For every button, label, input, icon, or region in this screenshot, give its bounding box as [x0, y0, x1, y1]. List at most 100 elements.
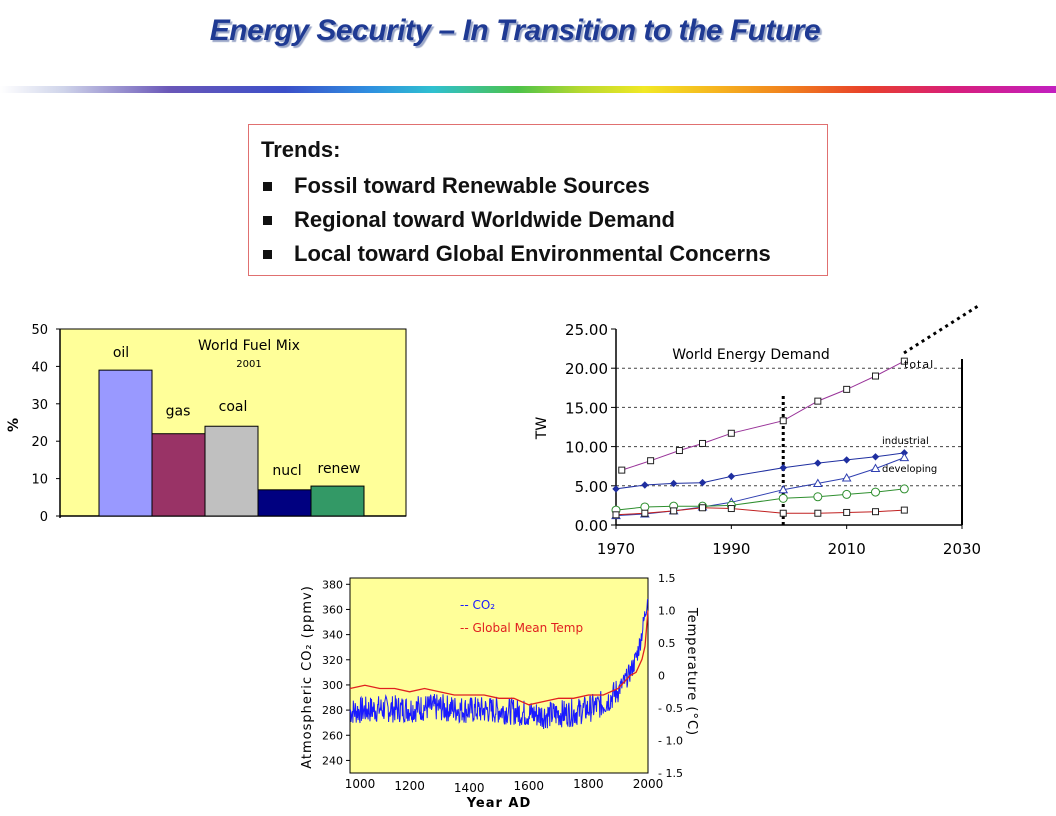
- series-line-2: [615, 457, 905, 517]
- bar-nucl: [257, 489, 312, 517]
- series-label-developing: developing: [882, 464, 937, 475]
- x-axis-label: Year AD: [466, 796, 532, 811]
- plot-area: [59, 328, 407, 517]
- y-tick-label: 300: [322, 679, 343, 692]
- data-point: [814, 509, 822, 517]
- data-point: [612, 511, 620, 519]
- y-tick-label: 30: [31, 398, 48, 413]
- data-point: [727, 429, 735, 437]
- y-tick-label: 0.00: [575, 517, 608, 535]
- legend-temperature: -- Global Mean Temp: [460, 621, 583, 635]
- series-label-total: total: [904, 358, 934, 371]
- data-point: [871, 487, 880, 497]
- data-point: [841, 472, 852, 482]
- x-tick-label: 1600: [514, 779, 545, 793]
- x-tick-label: 1400: [454, 781, 485, 795]
- x-tick-label: 1000: [345, 777, 376, 791]
- trend-item: Local toward Global Environmental Concer…: [261, 237, 827, 271]
- y2-axis-label: Temperature (°C): [684, 607, 699, 736]
- y-tick-label: 280: [322, 704, 343, 717]
- data-point: [641, 509, 649, 517]
- y-tick-label: 15.00: [565, 399, 608, 417]
- data-point: [698, 478, 707, 487]
- y-tick-label: 340: [322, 629, 343, 642]
- data-point: [779, 464, 787, 472]
- data-point: [778, 493, 788, 503]
- x-tick-label: 1970: [597, 540, 635, 558]
- data-point: [670, 507, 678, 515]
- data-point: [727, 472, 736, 481]
- data-point: [900, 449, 909, 457]
- y-tick-label: 320: [322, 654, 343, 667]
- data-point: [668, 505, 679, 515]
- y2-tick-label: 1.5: [658, 572, 676, 585]
- bar-label: renew: [318, 461, 361, 477]
- data-point: [900, 357, 908, 365]
- y2-tick-label: 1.0: [658, 605, 676, 618]
- temperature-series-line: [349, 610, 649, 706]
- y2-tick-label: 0: [658, 670, 665, 683]
- y-tick-label: 360: [322, 603, 343, 616]
- trend-item-text: Local toward Global Environmental Concer…: [294, 241, 771, 266]
- y-tick-label: 0: [40, 510, 48, 525]
- data-point: [618, 466, 626, 474]
- data-point: [899, 484, 909, 494]
- y-axis-label: %: [6, 418, 22, 432]
- y-tick-label: 25.00: [565, 321, 608, 339]
- series-label-industrial: industrial: [882, 436, 929, 447]
- data-point: [612, 485, 620, 493]
- data-point: [779, 509, 787, 517]
- data-point: [639, 509, 650, 518]
- data-point: [669, 501, 679, 511]
- y-tick-label: 260: [322, 729, 343, 742]
- co2-series-line: [349, 598, 649, 730]
- y2-tick-label: - 1.5: [658, 767, 683, 780]
- slide-title: Energy Security – In Transition to the F…: [209, 14, 821, 47]
- data-point: [699, 439, 706, 447]
- x-tick-label: 1990: [712, 540, 750, 558]
- data-point: [778, 484, 789, 494]
- data-point: [675, 447, 683, 455]
- data-point: [641, 481, 649, 489]
- data-point: [611, 505, 621, 515]
- data-point: [699, 504, 706, 512]
- data-point: [900, 506, 908, 514]
- chart-title: World Energy Demand: [672, 347, 829, 363]
- data-point: [726, 500, 736, 510]
- y-tick-label: 5.00: [575, 478, 608, 496]
- data-point: [669, 479, 678, 488]
- y-axis-label: Atmospheric CO₂ (ppmv): [300, 585, 315, 769]
- y-tick-label: 240: [322, 754, 343, 767]
- bar-oil: [98, 369, 153, 517]
- data-point: [843, 508, 851, 516]
- y-tick-label: 20.00: [565, 360, 608, 378]
- y2-tick-label: - 1.0: [658, 735, 683, 748]
- series-line-4: [615, 507, 905, 516]
- legend-co2: -- CO₂: [460, 598, 495, 612]
- square-bullet-icon: [263, 181, 272, 191]
- x-tick-label: 1200: [394, 779, 425, 793]
- data-point: [698, 501, 707, 511]
- y2-tick-label: 0.5: [658, 637, 676, 650]
- bar-label: nucl: [272, 463, 301, 479]
- y2-tick-label: - 0.5: [658, 702, 683, 715]
- trends-heading: Trends:: [261, 137, 341, 162]
- data-point: [871, 453, 880, 461]
- bar-label: oil: [113, 345, 129, 361]
- square-bullet-icon: [263, 249, 272, 259]
- data-point: [726, 497, 737, 506]
- data-point: [647, 457, 655, 465]
- x-tick-label: 2000: [633, 777, 664, 791]
- x-tick-label: 1800: [573, 777, 604, 791]
- data-point: [611, 510, 621, 520]
- bar-renew: [310, 485, 365, 517]
- data-point: [872, 508, 879, 516]
- y-tick-label: 50: [31, 323, 48, 338]
- trend-item-text: Regional toward Worldwide Demand: [294, 207, 675, 232]
- series-line-1: [615, 452, 905, 490]
- bar-label: gas: [166, 404, 191, 420]
- bar-gas: [151, 433, 206, 517]
- y-tick-label: 10.00: [565, 439, 608, 457]
